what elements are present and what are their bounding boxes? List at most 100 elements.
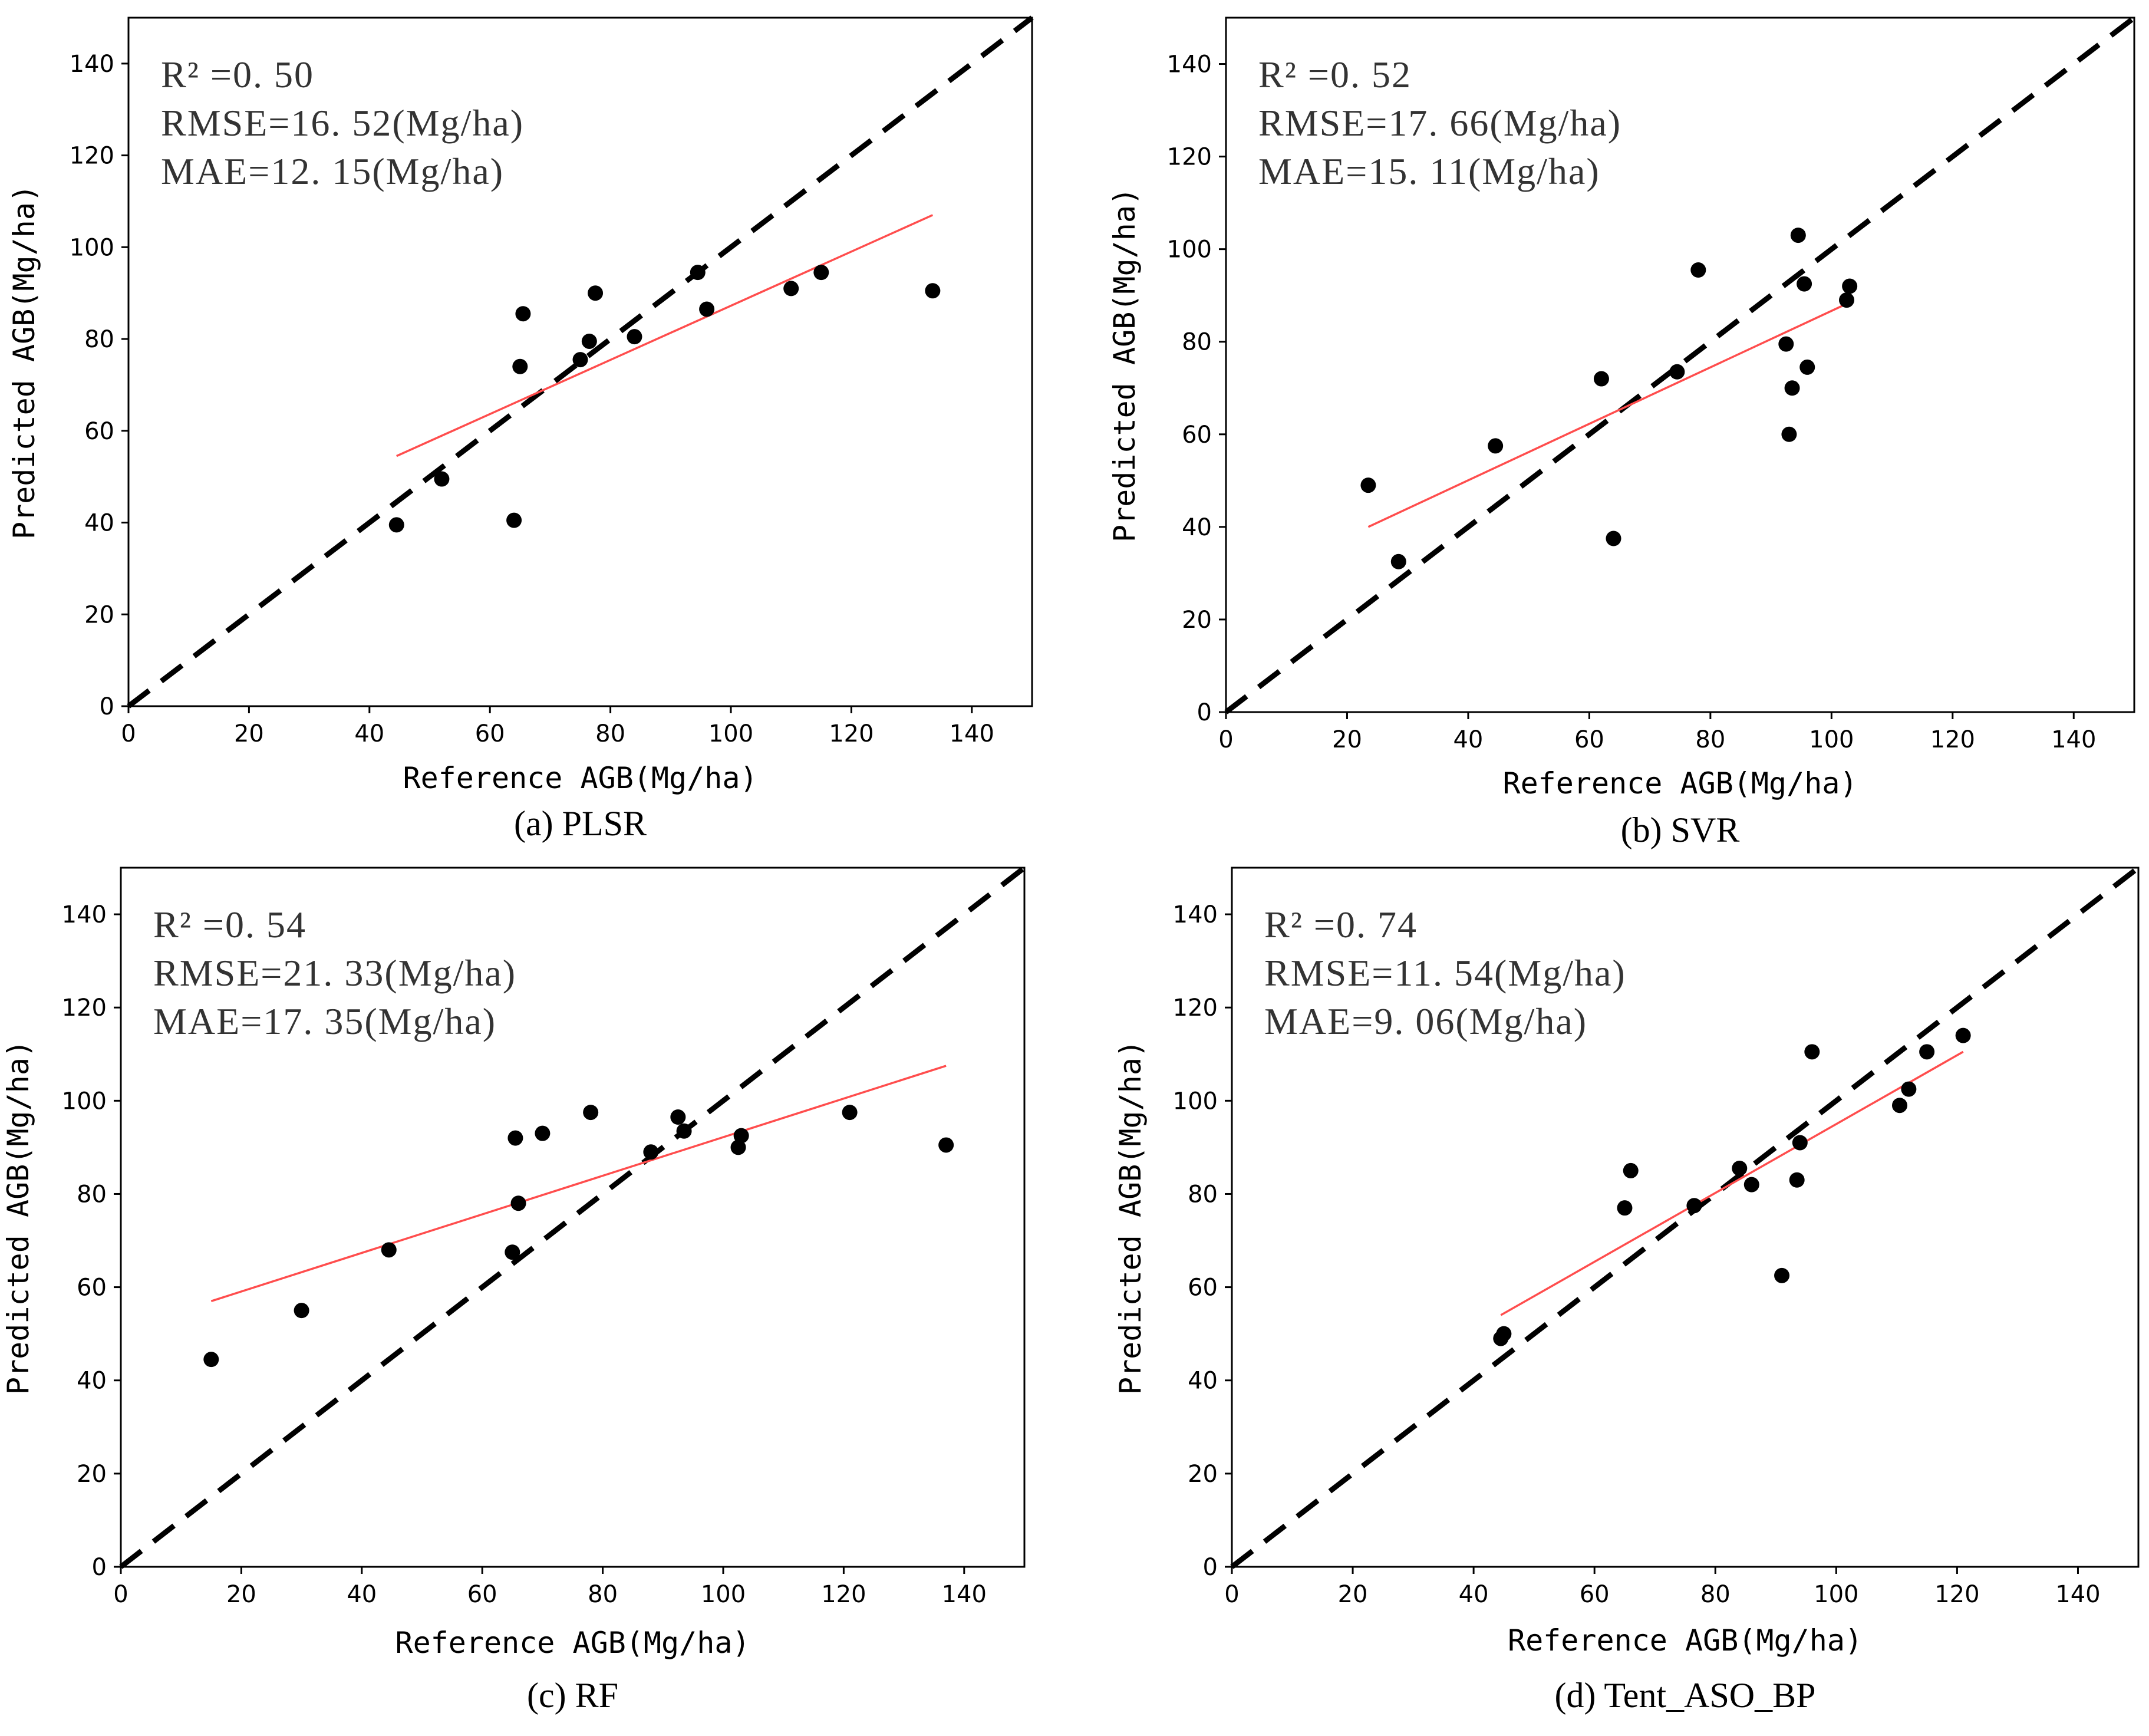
x-tick-label: 100 (701, 1581, 746, 1608)
data-point (1623, 1162, 1639, 1178)
x-tick-label: 0 (113, 1581, 128, 1608)
data-point (1797, 276, 1812, 292)
data-point (512, 358, 528, 374)
x-axis-label: Reference AGB(Mg/ha) (1508, 1623, 1863, 1658)
identity-line (1224, 15, 2136, 714)
y-tick-label: 140 (1167, 51, 1212, 78)
x-tick-label: 40 (354, 720, 384, 747)
y-tick-label: 120 (1167, 144, 1212, 171)
y-tick-label: 100 (1173, 1088, 1218, 1115)
data-point (510, 1195, 526, 1211)
x-tick-label: 140 (2051, 726, 2096, 753)
data-point (1804, 1044, 1820, 1060)
data-point (535, 1125, 551, 1141)
y-tick-label: 80 (1182, 329, 1212, 356)
stat-r2: R² =0. 74 (1264, 904, 1418, 946)
data-point (506, 512, 522, 528)
fit-line (210, 1065, 947, 1302)
x-tick-label: 80 (1700, 1581, 1731, 1608)
x-axis-label: Reference AGB(Mg/ha) (1502, 766, 1857, 801)
data-point (1488, 438, 1504, 454)
y-tick-label: 0 (1203, 1554, 1218, 1581)
y-tick-label: 40 (1182, 514, 1212, 541)
x-tick-label: 60 (1580, 1581, 1610, 1608)
data-point (1606, 531, 1621, 546)
data-point (434, 471, 450, 487)
x-tick-label: 40 (347, 1581, 377, 1608)
x-tick-label: 0 (121, 720, 136, 747)
x-tick-label: 120 (1934, 1581, 1979, 1608)
y-tick-label: 120 (70, 143, 114, 170)
data-point (699, 301, 715, 317)
y-tick-label: 120 (1173, 994, 1218, 1022)
data-point (1842, 278, 1858, 294)
x-tick-label: 100 (1809, 726, 1854, 753)
x-tick-label: 60 (467, 1581, 497, 1608)
y-tick-label: 80 (1188, 1181, 1218, 1208)
data-point (1360, 477, 1376, 493)
y-tick-label: 40 (1188, 1368, 1218, 1395)
data-point (1743, 1177, 1759, 1193)
x-tick-label: 60 (1574, 726, 1604, 753)
data-point (505, 1244, 520, 1260)
x-tick-label: 80 (595, 720, 625, 747)
stat-rmse: RMSE=17. 66(Mg/ha) (1258, 102, 1621, 144)
y-tick-label: 0 (100, 693, 114, 720)
x-tick-label: 120 (821, 1581, 866, 1608)
x-tick-label: 100 (1814, 1581, 1858, 1608)
data-point (1690, 262, 1706, 278)
y-tick-label: 140 (62, 901, 107, 928)
data-point (627, 329, 642, 345)
x-tick-label: 0 (1224, 1581, 1239, 1608)
data-point (1955, 1027, 1971, 1043)
y-tick-label: 20 (84, 601, 114, 628)
data-point (203, 1352, 219, 1368)
data-point (842, 1105, 858, 1121)
data-point (583, 1105, 599, 1121)
data-point (1839, 292, 1855, 308)
stat-mae: MAE=15. 11(Mg/ha) (1258, 150, 1600, 192)
data-point (733, 1128, 749, 1144)
x-tick-label: 100 (708, 720, 753, 747)
x-tick-label: 20 (234, 720, 264, 747)
y-tick-label: 140 (70, 51, 114, 78)
panel-a: 00 20 20 40 40 60 60 80 80 100 100 120 120 140 140 R² =… (7, 15, 1034, 843)
data-point (643, 1144, 659, 1160)
stat-mae: MAE=12. 15(Mg/ha) (161, 150, 504, 192)
y-tick-label: 140 (1173, 901, 1218, 928)
stat-mae: MAE=9. 06(Mg/ha) (1264, 1000, 1587, 1042)
data-point (783, 281, 799, 297)
x-tick-label: 40 (1453, 726, 1483, 753)
y-axis-label: Predicted AGB(Mg/ha) (1113, 1040, 1148, 1395)
data-point (1799, 359, 1815, 375)
y-tick-label: 60 (1188, 1274, 1218, 1302)
panel-b: 00 20 20 40 40 60 60 80 80 100 100 120 120 140 140 R² =… (1108, 15, 2136, 849)
data-point (1496, 1326, 1512, 1342)
data-point (588, 285, 604, 301)
y-tick-label: 60 (77, 1274, 107, 1302)
y-tick-label: 100 (1167, 236, 1212, 263)
data-point (690, 265, 706, 281)
y-tick-label: 40 (77, 1368, 107, 1395)
y-tick-label: 60 (84, 418, 114, 445)
data-point (676, 1123, 692, 1139)
y-axis-label: Predicted AGB(Mg/ha) (7, 185, 41, 539)
y-tick-label: 0 (1197, 699, 1212, 726)
y-tick-label: 80 (77, 1181, 107, 1208)
data-point (294, 1303, 309, 1319)
data-point (1784, 380, 1800, 396)
data-point (1686, 1198, 1702, 1214)
data-point (730, 1139, 746, 1155)
x-tick-label: 140 (950, 720, 994, 747)
x-tick-label: 60 (475, 720, 505, 747)
data-point (507, 1130, 523, 1146)
data-point (1891, 1098, 1907, 1114)
identity-line (127, 15, 1034, 709)
stat-rmse: RMSE=16. 52(Mg/ha) (161, 102, 524, 144)
y-axis-label: Predicted AGB(Mg/ha) (1108, 187, 1142, 542)
stat-r2: R² =0. 52 (1258, 54, 1412, 95)
x-tick-label: 20 (1338, 1581, 1368, 1608)
data-point (515, 306, 531, 322)
data-point (1617, 1200, 1633, 1216)
data-point (1792, 1135, 1808, 1151)
